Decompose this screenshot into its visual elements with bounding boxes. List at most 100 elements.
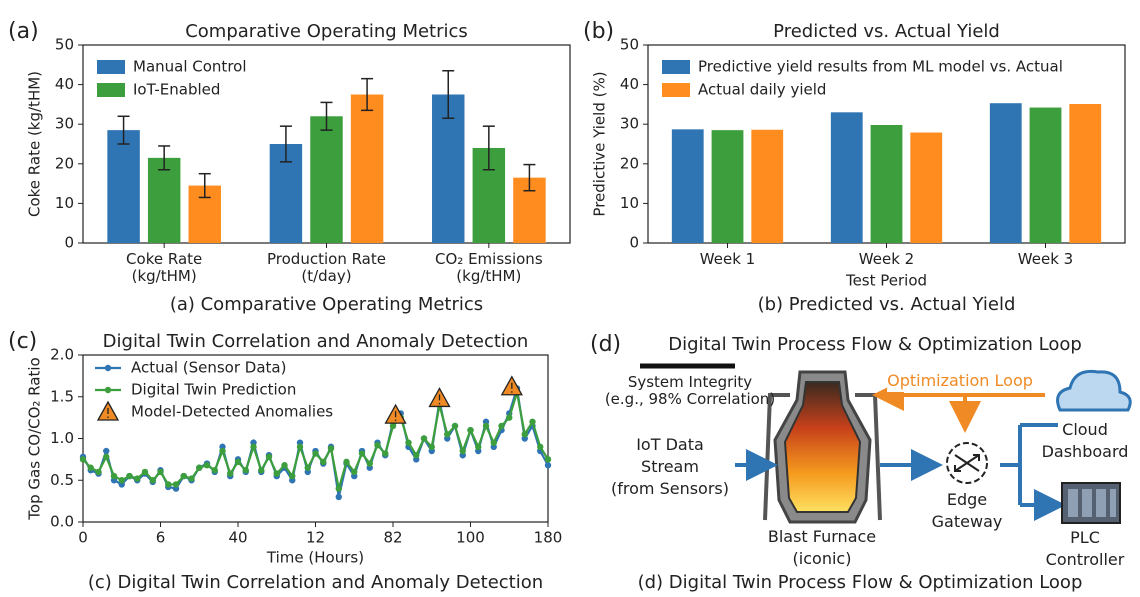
point	[289, 473, 295, 479]
point	[545, 462, 551, 468]
point	[467, 427, 473, 433]
blast-furnace-icon	[765, 372, 880, 522]
x-tick-label: 6	[156, 529, 166, 547]
y-axis-label: Predictive Yield (%)	[591, 71, 609, 216]
y-tick-label: 40	[55, 75, 74, 93]
point	[444, 431, 450, 437]
cloud-label: Cloud Dashboard	[1042, 419, 1129, 463]
point	[88, 465, 94, 471]
point	[405, 439, 411, 445]
point	[452, 423, 458, 429]
point	[227, 470, 233, 476]
point	[80, 456, 86, 462]
y-tick-label: 2.0	[50, 346, 74, 364]
point	[382, 450, 388, 456]
legend-swatch	[97, 83, 125, 97]
plc-label: PLC Controller	[1046, 527, 1125, 571]
legend-marker	[105, 387, 111, 393]
legend-label: Predictive yield results from ML model v…	[698, 58, 1063, 76]
point	[134, 475, 140, 481]
point	[266, 454, 272, 460]
x-tick-label: Week 1	[700, 251, 755, 268]
point	[119, 477, 125, 483]
bar	[148, 158, 180, 243]
point	[537, 444, 543, 450]
legend-swatch	[97, 60, 125, 74]
point	[258, 467, 264, 473]
point	[103, 454, 109, 460]
y-tick-label: 1.5	[50, 387, 74, 405]
point	[235, 459, 241, 465]
legend-label: Model-Detected Anomalies	[131, 403, 333, 421]
y-tick-label: 20	[620, 154, 639, 172]
y-tick-label: 20	[55, 154, 74, 172]
point	[460, 448, 466, 454]
figure: (d) Digital Twin Process Flow & Optimiza…	[0, 0, 1140, 597]
y-axis-label: Top Gas CO/CO₂ Ratio	[26, 357, 44, 520]
legend-label: Digital Twin Prediction	[131, 381, 296, 399]
x-tick-label: 40	[228, 529, 247, 547]
legend-swatch	[662, 60, 690, 74]
bar	[751, 130, 783, 243]
plc-icon	[1062, 483, 1120, 523]
edge-gateway-label: Edge Gateway	[932, 489, 1003, 533]
cloud-icon	[1058, 371, 1131, 410]
bar	[310, 116, 342, 243]
x-tick-label: Production Rate (t/day)	[267, 251, 386, 285]
bar	[712, 130, 744, 243]
point	[413, 452, 419, 458]
panel-label: (a)	[8, 19, 39, 44]
x-axis-label: Test Period	[845, 272, 927, 290]
point	[250, 444, 256, 450]
panel-label: (b)	[583, 19, 614, 44]
point	[196, 465, 202, 471]
point	[212, 467, 218, 473]
panel-label: (d)	[590, 332, 621, 357]
iot-stream-label: IoT Data Stream (from Sensors)	[611, 434, 729, 500]
point	[188, 475, 194, 481]
legend-label: Actual daily yield	[698, 81, 826, 99]
point	[491, 439, 497, 445]
bar	[990, 103, 1022, 243]
bar	[910, 133, 942, 243]
x-tick-label: 82	[383, 529, 402, 547]
point	[374, 442, 380, 448]
y-tick-label: 10	[55, 194, 74, 212]
point	[367, 460, 373, 466]
point	[328, 445, 334, 451]
legend-label: IoT-Enabled	[133, 81, 220, 99]
optimization-loop-label: Optimization Loop	[887, 370, 1033, 392]
y-tick-label: 1.0	[50, 429, 74, 447]
point	[421, 435, 427, 441]
point	[165, 481, 171, 487]
point	[336, 485, 342, 491]
system-integrity-label: System Integrity (e.g., 98% Correlation)	[605, 374, 775, 408]
x-tick-label: Week 3	[1018, 251, 1073, 268]
chart-title: Comparative Operating Metrics	[185, 21, 468, 42]
point	[429, 444, 435, 450]
x-tick-label: Coke Rate (kg/tHM)	[126, 251, 202, 285]
point	[95, 469, 101, 475]
x-tick-label: 180	[534, 529, 563, 547]
point	[475, 444, 481, 450]
point	[173, 481, 179, 487]
panel-label: (c)	[8, 329, 37, 354]
x-tick-label: 12	[306, 529, 325, 547]
bar	[672, 129, 704, 243]
point	[320, 459, 326, 465]
point	[297, 444, 303, 450]
chart-title: Digital Twin Correlation and Anomaly Det…	[103, 331, 529, 352]
y-axis-label: Coke Rate (kg/tHM)	[26, 71, 44, 217]
chart-title: Predicted vs. Actual Yield	[773, 21, 1000, 42]
point	[305, 465, 311, 471]
point	[243, 467, 249, 473]
y-tick-label: 0	[64, 234, 74, 252]
point	[359, 450, 365, 456]
point	[545, 456, 551, 462]
y-tick-label: 50	[620, 36, 639, 54]
legend-marker	[105, 365, 111, 371]
x-tick-label: Week 2	[859, 251, 914, 268]
point	[336, 494, 342, 500]
bar	[351, 95, 383, 244]
bar	[871, 125, 903, 243]
